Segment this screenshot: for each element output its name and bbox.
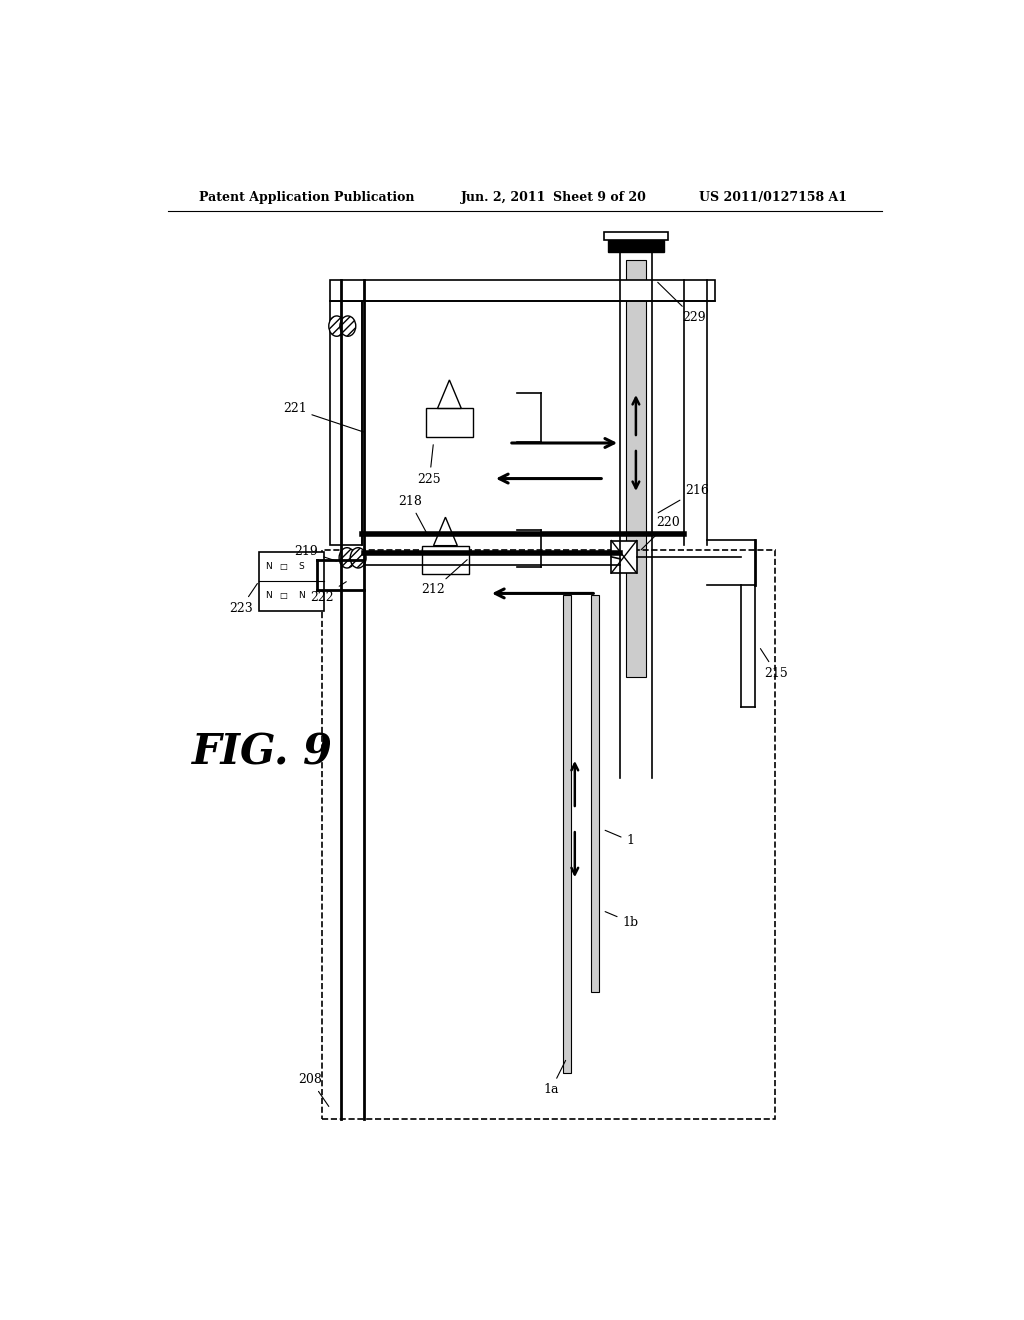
Text: Jun. 2, 2011: Jun. 2, 2011 [461, 190, 547, 203]
Text: 221: 221 [283, 403, 364, 432]
Text: Sheet 9 of 20: Sheet 9 of 20 [553, 190, 645, 203]
Text: □: □ [279, 562, 287, 572]
Text: 1b: 1b [605, 912, 639, 929]
Polygon shape [608, 240, 664, 252]
Text: N: N [299, 591, 305, 601]
Text: 216: 216 [658, 484, 709, 512]
Text: 223: 223 [228, 583, 257, 615]
Circle shape [339, 548, 355, 568]
Text: 225: 225 [418, 445, 441, 486]
Text: 212: 212 [422, 560, 467, 597]
Bar [331, 301, 362, 545]
Text: US 2011/0127158 A1: US 2011/0127158 A1 [699, 190, 848, 203]
Circle shape [340, 315, 355, 337]
Polygon shape [433, 517, 458, 545]
Text: 1: 1 [605, 830, 635, 847]
Text: N: N [265, 591, 272, 601]
Bar [611, 541, 637, 573]
Text: N: N [265, 562, 272, 572]
Bar [259, 552, 324, 611]
Bar [563, 595, 570, 1073]
Text: S: S [299, 562, 304, 572]
Circle shape [350, 548, 367, 568]
Text: 229: 229 [657, 282, 706, 323]
Bar [426, 408, 473, 437]
Bar [422, 545, 469, 574]
Bar [323, 549, 775, 1119]
Bar [626, 260, 646, 677]
Polygon shape [604, 231, 668, 240]
Text: 215: 215 [761, 648, 788, 680]
Text: □: □ [279, 591, 287, 601]
Text: 222: 222 [310, 582, 346, 603]
Text: 220: 220 [641, 516, 680, 550]
Bar [591, 595, 599, 991]
Text: 219: 219 [295, 545, 337, 561]
Polygon shape [437, 380, 461, 408]
Text: 1a: 1a [543, 1060, 565, 1097]
Bar [331, 280, 716, 301]
Text: FIG. 9: FIG. 9 [191, 733, 333, 774]
Text: Patent Application Publication: Patent Application Publication [200, 190, 415, 203]
Text: 208: 208 [299, 1073, 329, 1106]
Circle shape [329, 315, 345, 337]
Text: 218: 218 [397, 495, 427, 533]
